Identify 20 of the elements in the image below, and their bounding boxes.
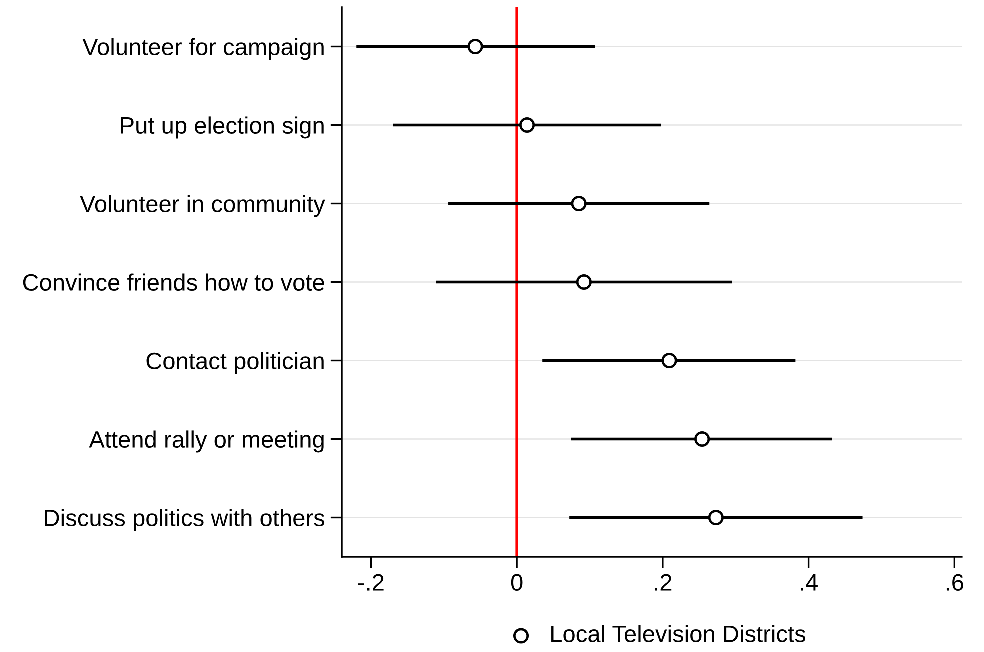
point	[520, 117, 536, 134]
point	[694, 431, 710, 448]
y-tick-label: Convince friends how to vote	[23, 274, 324, 292]
x-tick-label: 0	[511, 574, 523, 592]
y-tick-label: Discuss politics with others	[45, 509, 325, 532]
y-tick-label: Volunteer for campaign	[82, 38, 324, 60]
legend-label: Local Television Districts	[552, 625, 806, 642]
point	[571, 196, 587, 212]
x-tick-label: .4	[801, 574, 818, 591]
x-tick-label: .6	[946, 574, 964, 592]
point	[576, 274, 592, 290]
y-tick-label: Attend rally or meeting	[89, 430, 324, 453]
point	[662, 352, 678, 369]
x-tick-label: -.2	[358, 574, 384, 591]
point	[468, 38, 484, 55]
y-tick-label: Contact politician	[146, 352, 324, 374]
y-tick-label: Put up election sign	[121, 116, 324, 139]
point	[708, 510, 724, 526]
x-tick-label: .2	[655, 574, 672, 591]
y-tick-label: Volunteer in community	[80, 195, 326, 218]
